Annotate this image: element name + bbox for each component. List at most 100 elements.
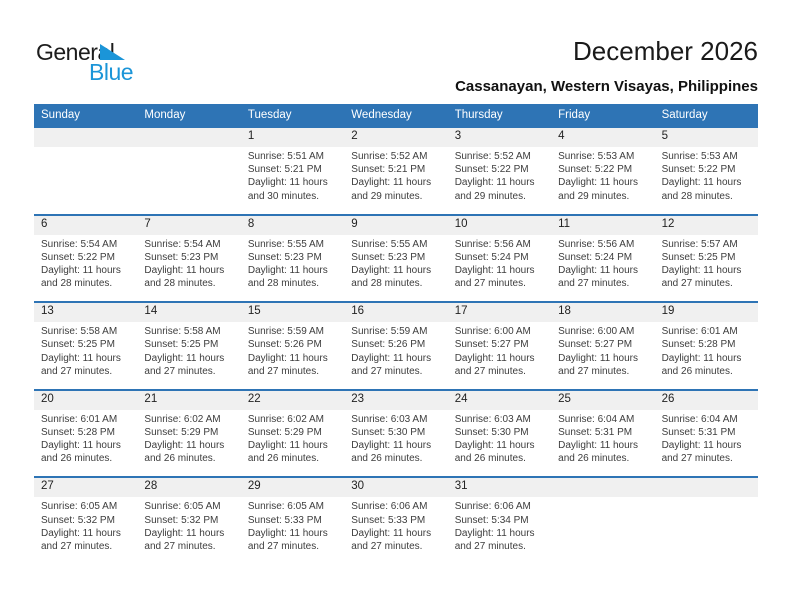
sunset-text: Sunset: 5:25 PM: [661, 251, 736, 263]
day-number: 26: [661, 392, 675, 405]
daylight-text: Daylight: 11 hours and 26 minutes.: [351, 440, 432, 465]
day-number: 24: [454, 392, 468, 405]
sunrise-text: Sunrise: 5:58 AM: [144, 326, 221, 338]
sunrise-text: Sunrise: 5:54 AM: [41, 238, 118, 250]
day-number: 15: [247, 305, 261, 318]
day-number-stripe: 20 21 22 23 24 25 26: [34, 390, 758, 410]
daylight-text: Daylight: 11 hours and 26 minutes.: [247, 440, 328, 465]
sunrise-text: Sunrise: 6:05 AM: [41, 501, 118, 513]
day-cell-5: Sunrise: 5:53 AM Sunset: 5:22 PM Daylight:…: [655, 147, 758, 214]
day-number-empty: [551, 478, 654, 497]
weekday-header-row: Sunday Monday Tuesday Wednesday Thursday Frid…: [34, 104, 758, 126]
day-cell-30: Sunrise: 6:06 AM Sunset: 5:33 PM Daylight:…: [344, 497, 447, 564]
day-details-row: Sunrise: 5:58 AM Sunset: 5:25 PM Daylight:…: [34, 322, 758, 389]
day-cell-1: Sunrise: 5:51 AM Sunset: 5:21 PM Daylight:…: [241, 147, 344, 214]
sunrise-text: Sunrise: 6:00 AM: [558, 326, 635, 338]
weekday-header-tuesday: Tuesday: [247, 109, 292, 121]
week-row: 27 28 29 30 31 Sunrise: 6:05 AM Sunset: 5:32 P…: [34, 476, 758, 564]
sunset-text: Sunset: 5:24 PM: [454, 251, 529, 263]
day-number: 12: [661, 217, 675, 230]
day-number: 31: [454, 480, 468, 493]
day-cell-13: Sunrise: 5:58 AM Sunset: 5:25 PM Daylight:…: [34, 322, 137, 389]
daylight-text: Daylight: 11 hours and 27 minutes.: [454, 265, 535, 290]
day-number-stripe: 6 7 8 9 10 11 12: [34, 215, 758, 235]
logo-text-blue: Blue: [89, 59, 134, 85]
day-details-row: Sunrise: 5:54 AM Sunset: 5:22 PM Daylight:…: [34, 235, 758, 302]
weekday-header-friday: Friday: [558, 109, 591, 121]
sunset-text: Sunset: 5:22 PM: [558, 164, 633, 176]
sunset-text: Sunset: 5:22 PM: [661, 164, 736, 176]
sunrise-text: Sunrise: 5:53 AM: [661, 151, 738, 162]
day-cell-14: Sunrise: 5:58 AM Sunset: 5:25 PM Daylight:…: [137, 322, 240, 389]
sunrise-text: Sunrise: 5:56 AM: [558, 238, 635, 250]
sunset-text: Sunset: 5:27 PM: [558, 339, 633, 351]
sunrise-text: Sunrise: 5:58 AM: [41, 326, 118, 338]
sunrise-text: Sunrise: 5:52 AM: [351, 151, 428, 162]
sunset-text: Sunset: 5:24 PM: [558, 251, 633, 263]
day-details-row: Sunrise: 6:01 AM Sunset: 5:28 PM Daylight:…: [34, 410, 758, 477]
daylight-text: Daylight: 11 hours and 27 minutes.: [351, 527, 432, 552]
day-cell-18: Sunrise: 6:00 AM Sunset: 5:27 PM Daylight:…: [551, 322, 654, 389]
sunrise-text: Sunrise: 6:04 AM: [558, 413, 635, 425]
location-subtitle: Cassanayan, Western Visayas, Philippines: [455, 78, 758, 95]
day-number: 11: [558, 217, 571, 230]
logo-text-general: General: [36, 39, 115, 65]
sunset-text: Sunset: 5:28 PM: [661, 339, 736, 351]
sunset-text: Sunset: 5:22 PM: [41, 251, 115, 263]
day-cell-empty: [34, 147, 137, 214]
daylight-text: Daylight: 11 hours and 29 minutes.: [454, 177, 535, 202]
day-number: 30: [351, 480, 365, 493]
sunset-text: Sunset: 5:25 PM: [144, 339, 219, 351]
day-number-stripe: 1 2 3 4 5: [34, 128, 758, 147]
day-cell-21: Sunrise: 6:02 AM Sunset: 5:29 PM Daylight:…: [137, 410, 240, 477]
daylight-text: Daylight: 11 hours and 30 minutes.: [247, 177, 328, 202]
daylight-text: Daylight: 11 hours and 27 minutes.: [41, 527, 121, 552]
day-cell-15: Sunrise: 5:59 AM Sunset: 5:26 PM Daylight:…: [241, 322, 344, 389]
daylight-text: Daylight: 11 hours and 28 minutes.: [247, 265, 328, 290]
daylight-text: Daylight: 11 hours and 29 minutes.: [558, 177, 638, 202]
daylight-text: Daylight: 11 hours and 27 minutes.: [558, 352, 638, 377]
day-cell-empty: [551, 497, 654, 564]
sunrise-text: Sunrise: 6:03 AM: [351, 413, 428, 425]
day-number: 27: [41, 480, 54, 493]
sunrise-text: Sunrise: 5:51 AM: [247, 151, 324, 162]
day-details-row: Sunrise: 5:51 AM Sunset: 5:21 PM Daylight:…: [34, 147, 758, 214]
sunset-text: Sunset: 5:30 PM: [454, 426, 529, 438]
day-cell-10: Sunrise: 5:56 AM Sunset: 5:24 PM Daylight:…: [448, 235, 551, 302]
sunrise-text: Sunrise: 6:06 AM: [351, 501, 428, 513]
sunrise-text: Sunrise: 6:02 AM: [247, 413, 324, 425]
daylight-text: Daylight: 11 hours and 28 minutes.: [661, 177, 742, 202]
day-cell-17: Sunrise: 6:00 AM Sunset: 5:27 PM Daylight:…: [448, 322, 551, 389]
day-cell-29: Sunrise: 6:05 AM Sunset: 5:33 PM Daylight:…: [241, 497, 344, 564]
weekday-header-monday: Monday: [144, 109, 186, 121]
sunrise-text: Sunrise: 5:59 AM: [351, 326, 428, 338]
sunset-text: Sunset: 5:29 PM: [247, 426, 322, 438]
day-number-empty: [137, 128, 240, 147]
daylight-text: Daylight: 11 hours and 26 minutes.: [661, 352, 742, 377]
daylight-text: Daylight: 11 hours and 26 minutes.: [558, 440, 638, 465]
sunrise-text: Sunrise: 6:05 AM: [144, 501, 221, 513]
sunrise-text: Sunrise: 6:04 AM: [661, 413, 738, 425]
daylight-text: Daylight: 11 hours and 27 minutes.: [454, 527, 535, 552]
day-number: 5: [661, 130, 668, 142]
sunset-text: Sunset: 5:28 PM: [41, 426, 115, 438]
day-cell-31: Sunrise: 6:06 AM Sunset: 5:34 PM Daylight:…: [448, 497, 551, 564]
day-number: 29: [247, 480, 261, 493]
daylight-text: Daylight: 11 hours and 27 minutes.: [41, 352, 121, 377]
day-number-empty: [655, 478, 758, 497]
day-number: 2: [351, 130, 358, 142]
sunset-text: Sunset: 5:31 PM: [661, 426, 736, 438]
day-cell-25: Sunrise: 6:04 AM Sunset: 5:31 PM Daylight:…: [551, 410, 654, 477]
day-cell-28: Sunrise: 6:05 AM Sunset: 5:32 PM Daylight:…: [137, 497, 240, 564]
sunset-text: Sunset: 5:23 PM: [351, 251, 426, 263]
daylight-text: Daylight: 11 hours and 28 minutes.: [41, 265, 121, 290]
day-number: 10: [454, 217, 468, 230]
day-number-empty: [34, 128, 137, 147]
sunset-text: Sunset: 5:23 PM: [144, 251, 219, 263]
daylight-text: Daylight: 11 hours and 26 minutes.: [41, 440, 121, 465]
day-number: 13: [41, 305, 54, 318]
day-cell-24: Sunrise: 6:03 AM Sunset: 5:30 PM Daylight:…: [448, 410, 551, 477]
weekday-header-saturday: Saturday: [661, 109, 708, 121]
sunrise-text: Sunrise: 6:06 AM: [454, 501, 531, 513]
